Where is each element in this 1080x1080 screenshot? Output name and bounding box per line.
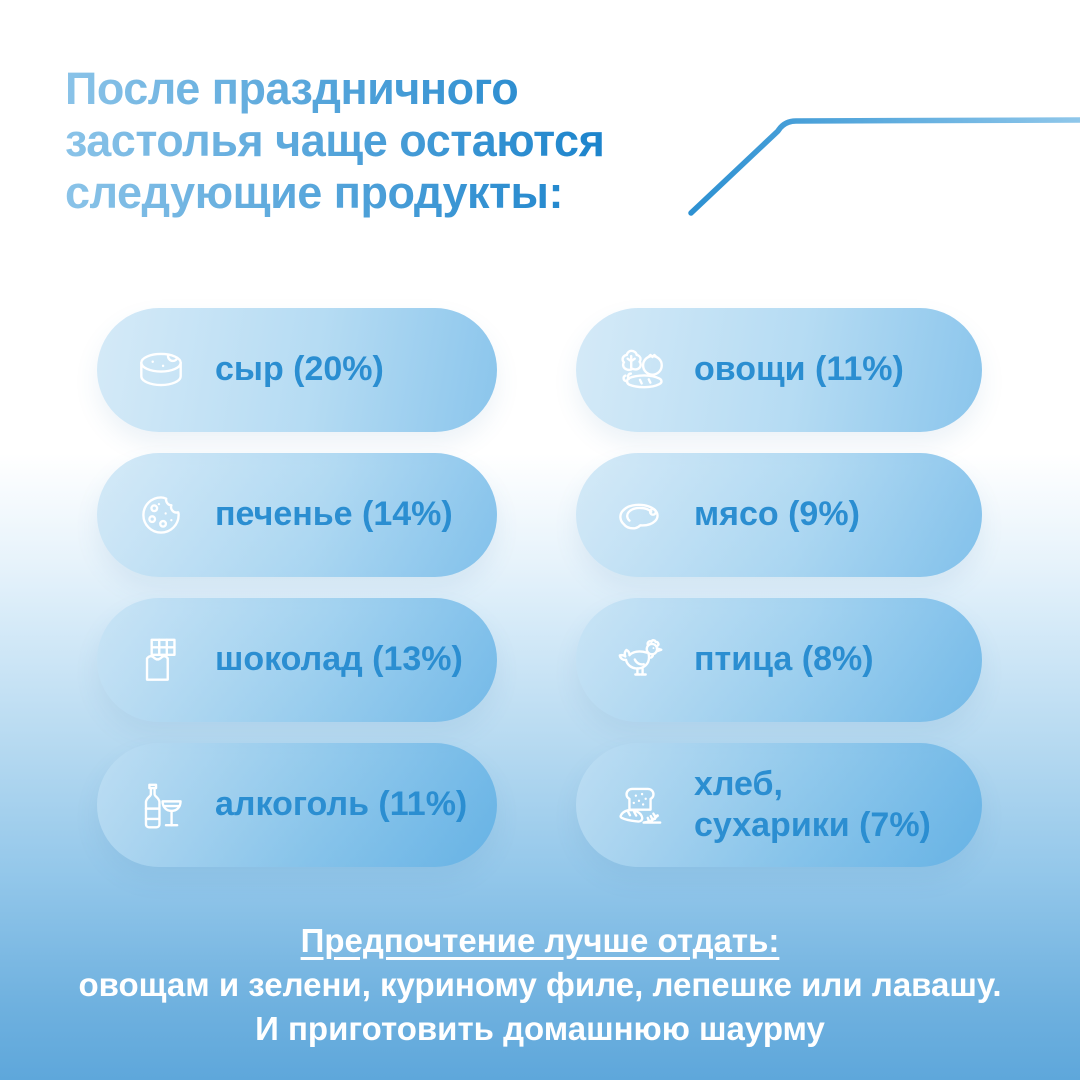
card-poultry: птица (8%) [576, 598, 982, 722]
footer-heading: Предпочтение лучше отдать: [300, 922, 780, 959]
card-vegetables: овощи (11%) [576, 308, 982, 432]
card-bread: хлеб, сухарики (7%) [576, 743, 982, 867]
cookie-icon [132, 486, 190, 544]
page-title: После праздничного застолья чаще остаютс… [65, 63, 604, 219]
footer-note: Предпочтение лучше отдать: овощам и зеле… [0, 919, 1080, 1051]
title-line-3: следующие продукты: [65, 167, 563, 218]
alcohol-icon [132, 776, 190, 834]
card-label: хлеб, сухарики (7%) [694, 764, 931, 844]
card-label: шоколад (13%) [215, 640, 463, 679]
footer-line-1: овощам и зелени, куриному филе, лепешке … [78, 966, 1002, 1003]
card-label: мясо (9%) [694, 495, 860, 534]
card-cheese: сыр (20%) [97, 308, 497, 432]
bread-icon [611, 776, 669, 834]
card-chocolate: шоколад (13%) [97, 598, 497, 722]
product-cards-grid: сыр (20%) овощи (11%) [97, 308, 982, 867]
cheese-icon [132, 341, 190, 399]
card-meat: мясо (9%) [576, 453, 982, 577]
decorative-swoosh-line [688, 117, 1080, 216]
card-label: сыр (20%) [215, 350, 384, 389]
card-alcohol: алкоголь (11%) [97, 743, 497, 867]
title-line-2: застолья чаще остаются [65, 115, 605, 166]
card-cookie: печенье (14%) [97, 453, 497, 577]
footer-line-2: И приготовить домашнюю шаурму [255, 1010, 825, 1047]
title-line-1: После праздничного [65, 63, 519, 114]
chocolate-icon [132, 631, 190, 689]
card-label: печенье (14%) [215, 495, 453, 534]
chicken-icon [611, 631, 669, 689]
meat-icon [611, 486, 669, 544]
card-label: алкоголь (11%) [215, 785, 468, 824]
card-label: птица (8%) [694, 640, 874, 679]
card-label: овощи (11%) [694, 350, 904, 389]
vegetables-icon [611, 341, 669, 399]
